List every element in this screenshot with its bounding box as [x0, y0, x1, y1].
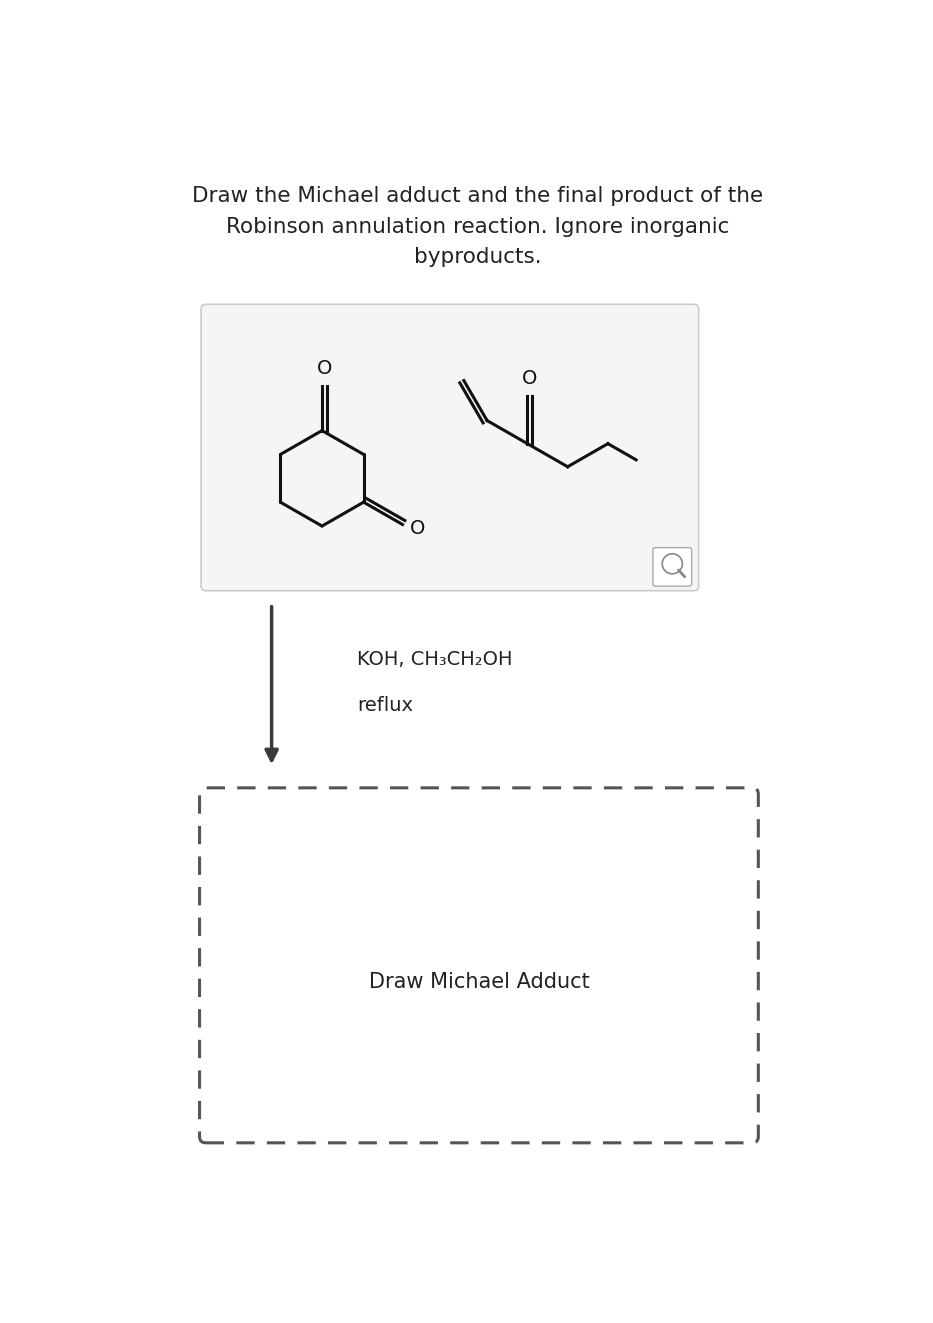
FancyBboxPatch shape: [200, 789, 759, 1143]
Text: reflux: reflux: [357, 696, 413, 714]
Text: O: O: [411, 519, 425, 538]
Text: O: O: [316, 360, 332, 378]
FancyBboxPatch shape: [653, 548, 691, 586]
Text: byproducts.: byproducts.: [414, 247, 541, 267]
Text: Draw Michael Adduct: Draw Michael Adduct: [369, 972, 590, 992]
Text: Draw the Michael adduct and the final product of the: Draw the Michael adduct and the final pr…: [192, 185, 763, 205]
Text: O: O: [522, 369, 537, 388]
FancyBboxPatch shape: [202, 304, 699, 591]
Text: KOH, CH₃CH₂OH: KOH, CH₃CH₂OH: [357, 650, 512, 668]
Text: Robinson annulation reaction. Ignore inorganic: Robinson annulation reaction. Ignore ino…: [226, 217, 730, 237]
